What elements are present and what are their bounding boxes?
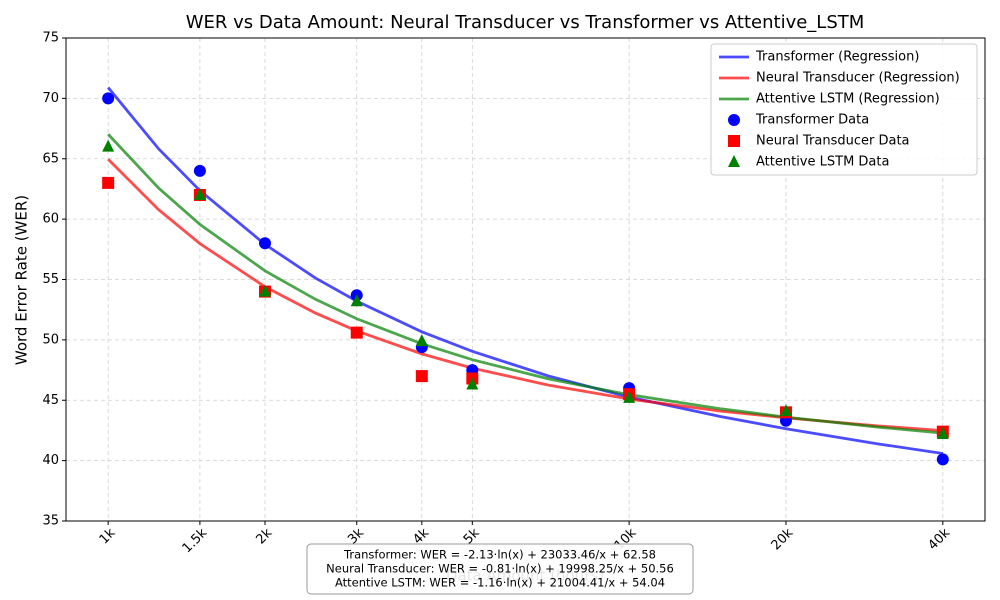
legend-label: Transformer Data xyxy=(755,113,869,128)
regression-line xyxy=(107,86,944,455)
annotation-text: Attentive LSTM: WER = -1.16·ln(x) + 2100… xyxy=(335,576,665,590)
annotation-box xyxy=(306,543,694,595)
data-point xyxy=(779,404,792,417)
annotation-text: Transformer: WER = -2.13·ln(x) + 23033.4… xyxy=(343,548,656,562)
y-tick-label: 65 xyxy=(42,151,59,166)
legend-label: Attentive LSTM (Regression) xyxy=(756,92,940,107)
x-tick-label: 2k xyxy=(254,525,276,547)
annotation: Transformer: WER = -2.13·ln(x) + 23033.4… xyxy=(306,543,694,595)
chart-title: WER vs Data Amount: Neural Transducer vs… xyxy=(186,12,865,33)
y-tick-label: 70 xyxy=(42,91,59,106)
data-point xyxy=(350,294,363,307)
data-point xyxy=(936,453,949,466)
data-point xyxy=(936,427,949,440)
legend-label: Attentive LSTM Data xyxy=(756,155,889,170)
regression-line xyxy=(107,133,943,435)
x-tick-label: 20k xyxy=(769,525,797,553)
legend: Transformer (Regression) Neural Transduce… xyxy=(710,43,978,176)
y-tick-label: 40 xyxy=(42,453,59,468)
data-point xyxy=(193,164,206,177)
y-tick-label: 50 xyxy=(42,332,59,347)
x-tick-label: 1.5k xyxy=(180,525,211,556)
data-point xyxy=(193,187,206,200)
legend-label: Neural Transducer (Regression) xyxy=(756,71,960,86)
legend-label: Neural Transducer Data xyxy=(756,134,910,149)
y-tick-label: 75 xyxy=(42,31,59,46)
legend-swatch xyxy=(728,135,740,147)
data-point xyxy=(623,390,636,403)
data-point xyxy=(102,176,115,189)
regression-line xyxy=(107,158,943,433)
data-point xyxy=(466,377,479,390)
y-axis-label: Word Error Rate (WER) xyxy=(13,195,31,365)
x-tick-label: 1k xyxy=(97,525,119,547)
y-tick-label: 60 xyxy=(42,212,59,227)
data-point xyxy=(415,334,428,347)
data-point xyxy=(258,284,271,297)
legend-swatch xyxy=(728,114,740,126)
data-point xyxy=(415,370,428,383)
data-point xyxy=(102,139,115,152)
y-tick-label: 35 xyxy=(42,514,59,529)
x-tick-label: 40k xyxy=(925,525,953,553)
data-point xyxy=(350,326,363,339)
y-tick-label: 45 xyxy=(42,393,59,408)
legend-swatch xyxy=(728,155,740,167)
y-tick-label: 55 xyxy=(42,272,59,287)
data-point xyxy=(258,237,271,250)
legend-label: Transformer (Regression) xyxy=(755,50,919,65)
plot-frame xyxy=(65,37,986,522)
legend-box xyxy=(710,43,978,176)
annotation-text: Neural Transducer: WER = -0.81·ln(x) + 1… xyxy=(326,562,674,576)
data-point xyxy=(102,92,115,105)
